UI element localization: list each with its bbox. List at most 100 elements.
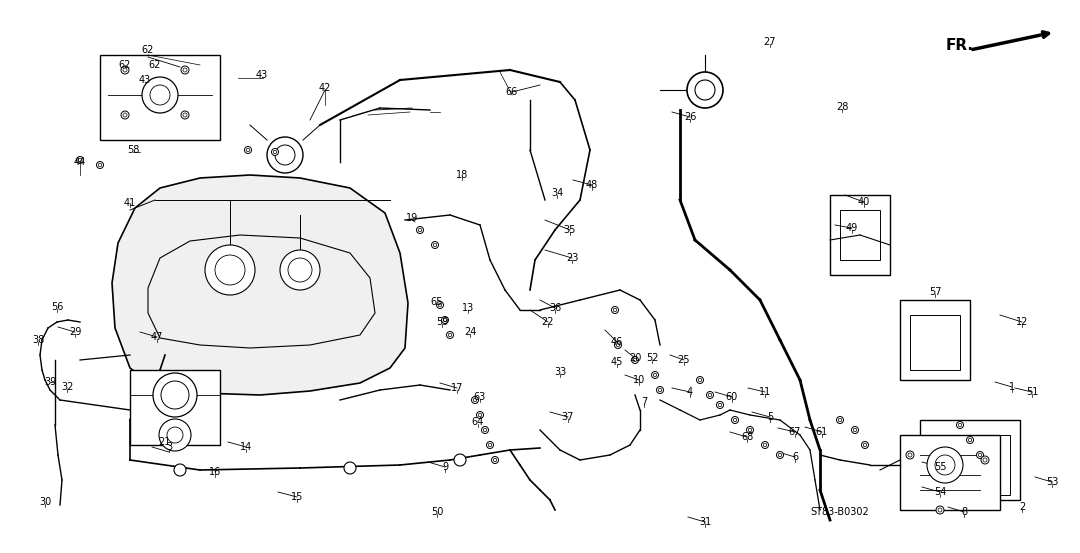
Circle shape [853, 428, 856, 432]
Bar [900, 300, 970, 380]
Circle shape [436, 301, 444, 309]
Circle shape [927, 447, 963, 483]
Text: 62: 62 [141, 45, 154, 55]
Circle shape [615, 342, 621, 348]
Circle shape [696, 80, 715, 100]
Circle shape [123, 113, 127, 117]
Text: 56: 56 [51, 302, 64, 312]
Circle shape [658, 388, 662, 392]
Circle shape [651, 372, 659, 378]
Circle shape [121, 111, 129, 119]
Circle shape [432, 242, 438, 248]
Circle shape [862, 441, 868, 448]
Text: 42: 42 [319, 83, 332, 93]
Text: 44: 44 [73, 157, 86, 167]
Circle shape [978, 453, 982, 457]
Circle shape [777, 451, 783, 458]
Text: 26: 26 [684, 112, 697, 122]
Circle shape [613, 308, 617, 312]
Circle shape [731, 416, 739, 424]
Circle shape [653, 373, 657, 377]
Circle shape [205, 245, 255, 295]
Text: 59: 59 [436, 317, 448, 327]
Bar [930, 435, 1010, 495]
Circle shape [174, 464, 186, 476]
Bar [840, 210, 880, 260]
Circle shape [486, 441, 494, 448]
Circle shape [939, 508, 942, 512]
Text: 62: 62 [149, 60, 161, 70]
Text: 57: 57 [929, 287, 942, 297]
Text: 1: 1 [1009, 382, 1015, 392]
Text: 35: 35 [564, 225, 577, 235]
Circle shape [851, 426, 859, 434]
Circle shape [244, 147, 252, 154]
Circle shape [706, 392, 714, 399]
Circle shape [716, 401, 724, 409]
Circle shape [981, 456, 989, 464]
Text: 23: 23 [566, 253, 578, 263]
Circle shape [983, 458, 987, 462]
Text: 60: 60 [726, 392, 738, 402]
Text: 17: 17 [450, 383, 463, 393]
Text: FR.: FR. [946, 38, 974, 53]
Text: 40: 40 [858, 197, 870, 207]
Text: 51: 51 [1026, 387, 1038, 397]
Circle shape [183, 68, 187, 72]
Text: 49: 49 [846, 223, 859, 233]
Polygon shape [112, 175, 408, 395]
Text: 52: 52 [646, 353, 658, 363]
Circle shape [473, 398, 476, 401]
Circle shape [433, 243, 436, 247]
Text: 46: 46 [611, 337, 623, 347]
Circle shape [838, 418, 841, 422]
Text: 20: 20 [629, 353, 642, 363]
Text: 65: 65 [431, 297, 443, 307]
Circle shape [280, 250, 320, 290]
Circle shape [632, 357, 638, 363]
Circle shape [215, 255, 245, 285]
Bar [910, 315, 960, 370]
Circle shape [863, 444, 867, 447]
Circle shape [183, 113, 187, 117]
Bar [831, 195, 890, 275]
Text: 61: 61 [815, 427, 828, 437]
Text: 2: 2 [1018, 502, 1025, 512]
Circle shape [657, 387, 663, 394]
Text: 53: 53 [1045, 477, 1058, 487]
Circle shape [78, 158, 82, 161]
Circle shape [708, 393, 712, 397]
Circle shape [906, 451, 914, 459]
Text: 63: 63 [474, 392, 486, 402]
Circle shape [936, 506, 944, 514]
Text: 58: 58 [126, 145, 139, 155]
Circle shape [969, 438, 972, 442]
Circle shape [483, 428, 487, 432]
Text: 66: 66 [505, 87, 518, 97]
Bar [900, 435, 1000, 510]
Text: 50: 50 [431, 507, 443, 517]
Circle shape [746, 426, 754, 434]
Text: 62: 62 [119, 60, 131, 70]
Text: 9: 9 [442, 462, 448, 472]
Text: 33: 33 [554, 367, 566, 377]
Text: 41: 41 [124, 198, 136, 208]
Text: 6: 6 [792, 452, 798, 462]
Text: 25: 25 [678, 355, 690, 365]
Circle shape [476, 411, 484, 419]
Bar [100, 55, 220, 140]
Circle shape [687, 72, 723, 108]
Circle shape [345, 462, 356, 474]
Text: 43: 43 [256, 70, 268, 80]
Text: 32: 32 [60, 382, 73, 392]
Circle shape [748, 428, 752, 432]
Text: 14: 14 [240, 442, 252, 452]
Text: 43: 43 [139, 75, 151, 85]
Circle shape [697, 377, 703, 383]
Text: 37: 37 [562, 412, 575, 422]
Text: 47: 47 [151, 332, 163, 342]
Bar [130, 370, 220, 445]
Circle shape [908, 453, 912, 457]
Circle shape [761, 441, 769, 448]
Circle shape [161, 381, 189, 409]
